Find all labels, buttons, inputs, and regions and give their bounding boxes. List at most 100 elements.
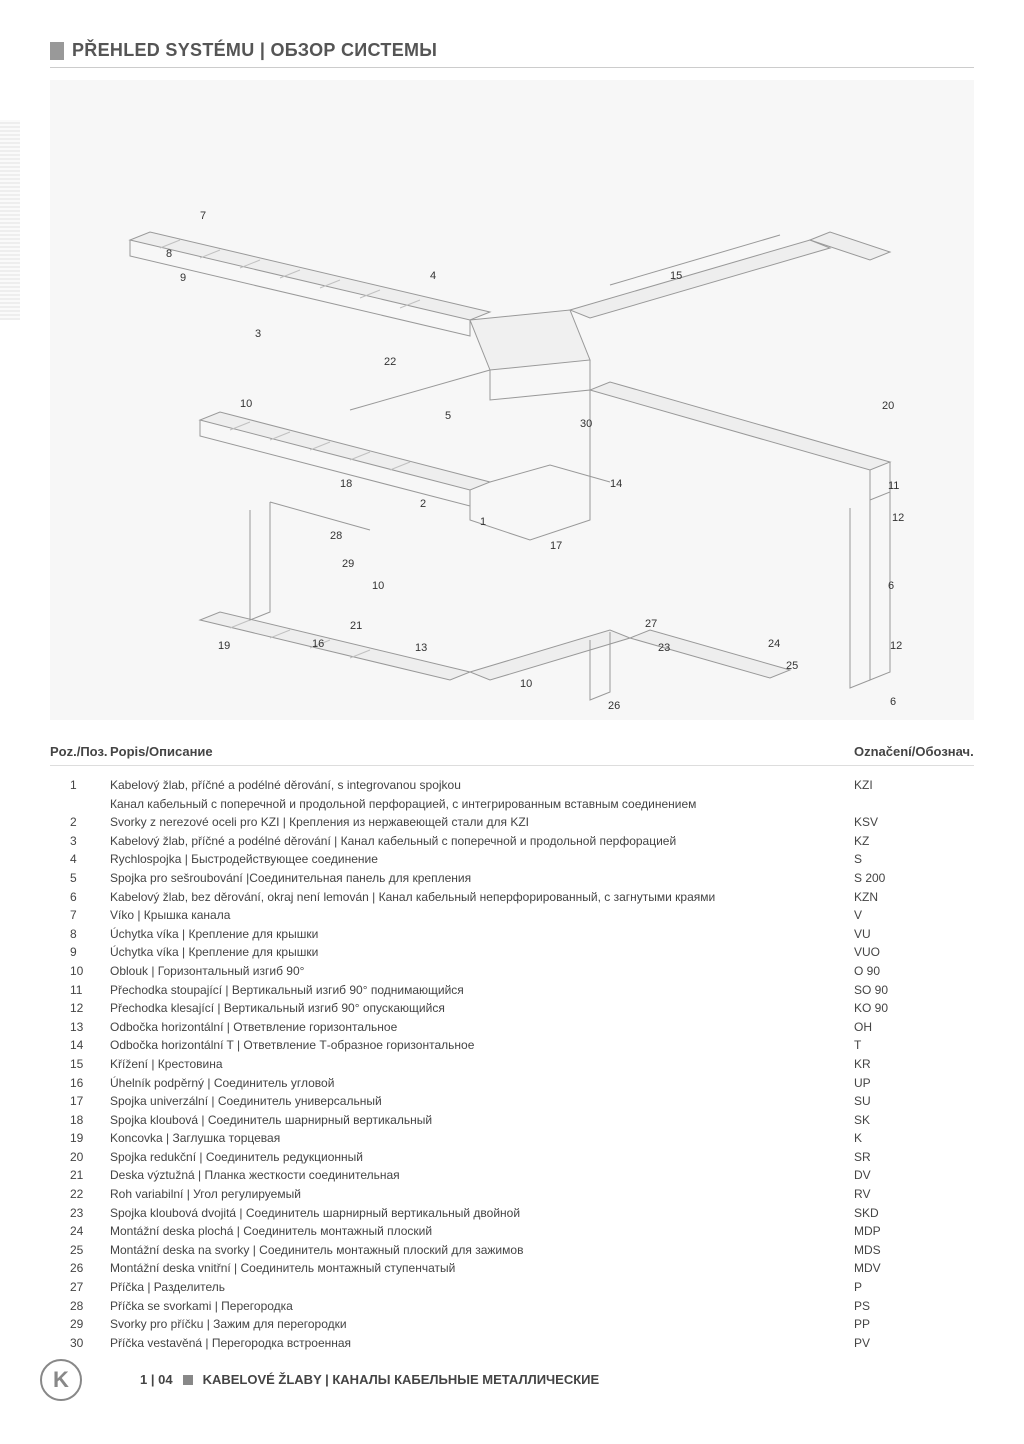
diagram-callout: 27 <box>645 618 657 630</box>
diagram-callout: 17 <box>550 540 562 552</box>
diagram-callout: 6 <box>890 696 896 708</box>
diagram-callout: 21 <box>350 620 362 632</box>
cell-desc: Spojka pro sešroubování |Соединительная … <box>110 869 854 888</box>
cell-pos: 24 <box>50 1222 110 1241</box>
table-row: 9Úchytka víka | Крепление для крышкиVUO <box>50 943 974 962</box>
diagram-callout: 6 <box>888 580 894 592</box>
table-row: 21Deska výztužná | Планка жесткости соед… <box>50 1166 974 1185</box>
cell-pos: 11 <box>50 981 110 1000</box>
cell-desc: Odbočka horizontální | Ответвление гориз… <box>110 1018 854 1037</box>
diagram-callout: 2 <box>420 498 426 510</box>
table-row: 19Koncovka | Заглушка торцеваяK <box>50 1129 974 1148</box>
table-row: 27Příčka | РазделительP <box>50 1278 974 1297</box>
diagram-callout: 8 <box>166 248 172 260</box>
table-row: 29Svorky pro příčku | Зажим для перегоро… <box>50 1315 974 1334</box>
cell-pos: 17 <box>50 1092 110 1111</box>
th-code: Označení/Обознач. <box>854 744 974 759</box>
cell-desc: Kabelový žlab, příčné a podélné děrování… <box>110 832 854 851</box>
diagram-callout: 16 <box>312 638 324 650</box>
cell-desc: Příčka | Разделитель <box>110 1278 854 1297</box>
parts-table-body: 1 Kabelový žlab, příčné a podélné děrován… <box>50 776 974 1352</box>
diagram-callout: 18 <box>340 478 352 490</box>
cell-code: MDV <box>854 1259 974 1278</box>
diagram-callout: 12 <box>892 512 904 524</box>
cell-code: KZN <box>854 888 974 907</box>
cell-pos: 21 <box>50 1166 110 1185</box>
table-row: 22Roh variabilní | Угол регулируемыйRV <box>50 1185 974 1204</box>
diagram-callout: 10 <box>240 398 252 410</box>
cell-code: KR <box>854 1055 974 1074</box>
table-row: 13Odbočka horizontální | Ответвление гор… <box>50 1018 974 1037</box>
system-overview-diagram: 8974153221053020181411212128172910621271… <box>50 80 974 720</box>
cell-desc: Deska výztužná | Планка жесткости соедин… <box>110 1166 854 1185</box>
table-row: 8Úchytka víka | Крепление для крышкиVU <box>50 925 974 944</box>
diagram-callout: 25 <box>786 660 798 672</box>
table-row: 26Montážní deska vnitřní | Соединитель м… <box>50 1259 974 1278</box>
table-row: 3Kabelový žlab, příčné a podélné děrován… <box>50 832 974 851</box>
diagram-callout: 30 <box>580 418 592 430</box>
table-row: 2Svorky z nerezové oceli pro KZI | Крепл… <box>50 813 974 832</box>
cell-desc: Koncovka | Заглушка торцевая <box>110 1129 854 1148</box>
cell-code: VU <box>854 925 974 944</box>
cell-desc: Úchytka víka | Крепление для крышки <box>110 943 854 962</box>
diagram-callout: 9 <box>180 272 186 284</box>
diagram-callout: 7 <box>200 210 206 222</box>
cell-pos: 8 <box>50 925 110 944</box>
diagram-callout: 20 <box>882 400 894 412</box>
cell-desc: Úchytka víka | Крепление для крышки <box>110 925 854 944</box>
diagram-callout: 1 <box>480 516 486 528</box>
cell-code: KZI <box>854 776 974 795</box>
cell-desc: Spojka univerzální | Соединитель универс… <box>110 1092 854 1111</box>
cell-pos: 19 <box>50 1129 110 1148</box>
cell-code: SO 90 <box>854 981 974 1000</box>
cell-desc: Montážní deska plochá | Соединитель монт… <box>110 1222 854 1241</box>
cell-code: PP <box>854 1315 974 1334</box>
cell-code: S 200 <box>854 869 974 888</box>
cell-code: KZ <box>854 832 974 851</box>
cell-code: PS <box>854 1297 974 1316</box>
cell-desc: Rychlospojka | Быстродействующее соедине… <box>110 850 854 869</box>
cell-code: T <box>854 1036 974 1055</box>
diagram-callout: 10 <box>372 580 384 592</box>
diagram-callout: 5 <box>445 410 451 422</box>
cell-pos: 27 <box>50 1278 110 1297</box>
table-row: 7Víko | Крышка каналаV <box>50 906 974 925</box>
cell-desc: Svorky z nerezové oceli pro KZI | Крепле… <box>110 813 854 832</box>
table-row: 25Montážní deska na svorky | Соединитель… <box>50 1241 974 1260</box>
cell-desc: Spojka kloubová | Соединитель шарнирный … <box>110 1111 854 1130</box>
cell-pos: 9 <box>50 943 110 962</box>
cell-pos: 26 <box>50 1259 110 1278</box>
cell-pos: 12 <box>50 999 110 1018</box>
th-position: Poz./Поз. <box>50 744 110 759</box>
cell-code: VUO <box>854 943 974 962</box>
footer-page-number: 1 | 04 <box>140 1372 173 1387</box>
cell-desc: Roh variabilní | Угол регулируемый <box>110 1185 854 1204</box>
table-row: 12Přechodka klesající | Вертикальный изг… <box>50 999 974 1018</box>
cell-sub-desc: Канал кабельный с поперечной и продольно… <box>110 795 854 814</box>
page-header: PŘEHLED SYSTÉMU | ОБЗОР СИСТЕМЫ <box>50 40 974 68</box>
cell-desc: Křížení | Крестовина <box>110 1055 854 1074</box>
table-row: 16Úhelník podpěrný | Соединитель угловой… <box>50 1074 974 1093</box>
table-row: 17Spojka univerzální | Соединитель униве… <box>50 1092 974 1111</box>
diagram-callout: 11 <box>888 480 899 492</box>
table-row: 20Spojka redukční | Соединитель редукцио… <box>50 1148 974 1167</box>
cell-code: O 90 <box>854 962 974 981</box>
diagram-callout: 28 <box>330 530 342 542</box>
page-footer: K 1 | 04 KABELOVÉ ŽLABY | КАНАЛЫ КАБЕЛЬН… <box>50 1372 974 1387</box>
cell-desc: Úhelník podpěrný | Соединитель угловой <box>110 1074 854 1093</box>
cell-pos: 18 <box>50 1111 110 1130</box>
table-row: 30Příčka vestavěná | Перегородка встроен… <box>50 1334 974 1353</box>
cell-code: SK <box>854 1111 974 1130</box>
cell-code: MDP <box>854 1222 974 1241</box>
cell-code: MDS <box>854 1241 974 1260</box>
cell-pos: 2 <box>50 813 110 832</box>
table-row: 15Křížení | КрестовинаKR <box>50 1055 974 1074</box>
cell-pos: 1 <box>50 776 110 795</box>
cell-pos: 6 <box>50 888 110 907</box>
table-row: 6Kabelový žlab, bez děrování, okraj není… <box>50 888 974 907</box>
diagram-callout: 26 <box>608 700 620 712</box>
table-row: 28Příčka se svorkami | ПерегородкаPS <box>50 1297 974 1316</box>
diagram-callout: 15 <box>670 270 682 282</box>
table-row: 18Spojka kloubová | Соединитель шарнирны… <box>50 1111 974 1130</box>
cell-code: PV <box>854 1334 974 1353</box>
